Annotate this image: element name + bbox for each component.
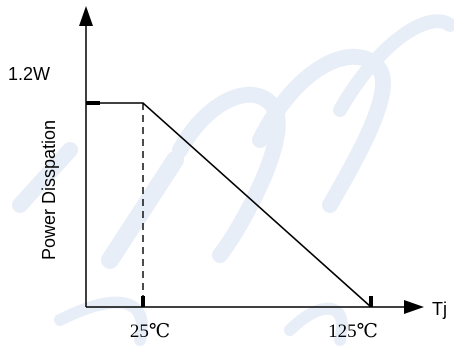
x-tick-label: 25℃ [130,321,170,342]
axes [79,6,424,314]
chart-marks [86,101,373,308]
y-axis-label: Power Disspation [39,120,59,260]
watermark-stroke [101,151,184,269]
x-axis-label: Tj [432,299,447,319]
x-axis-arrow [404,300,424,314]
x-tick-label: 125℃ [328,321,378,342]
watermark-stroke [252,48,391,213]
watermark-stroke [54,296,148,346]
watermark-stroke [284,302,348,346]
watermark-stroke [12,142,78,213]
watermark-stroke [333,14,454,117]
y-axis-arrow [79,6,93,26]
watermark [12,14,454,346]
y-tick-label: 1.2W [8,64,50,84]
